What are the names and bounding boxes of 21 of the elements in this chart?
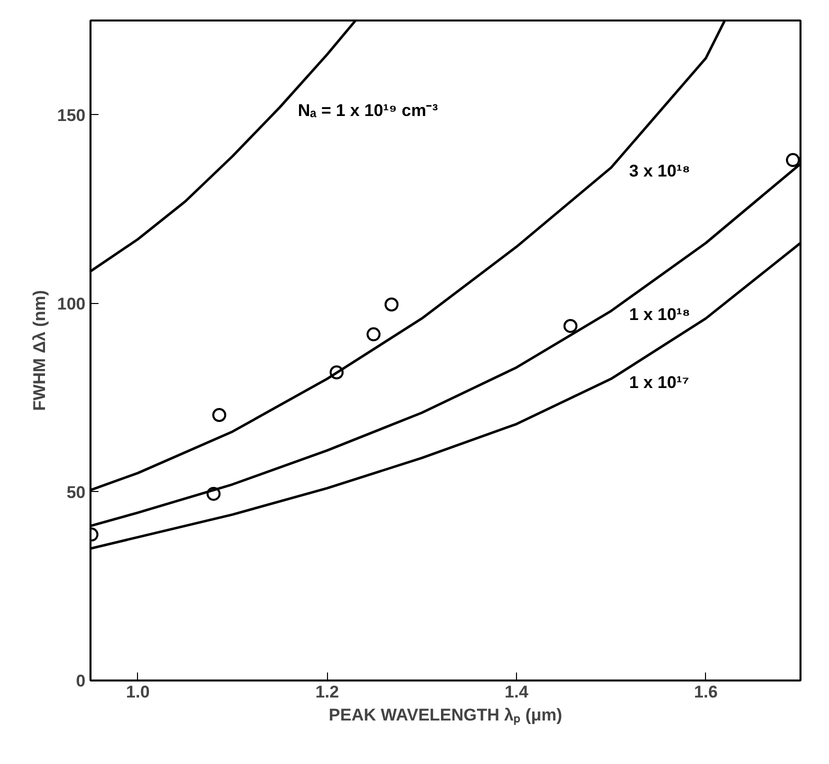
y-tick-label: 50 (66, 482, 86, 502)
point (563, 319, 578, 333)
x-tick-label: 1.6 (694, 682, 718, 702)
point (384, 298, 399, 312)
y-tick-label: 150 (57, 106, 86, 125)
point (206, 486, 221, 501)
series-label: 1 x 10¹⁸ (629, 304, 690, 324)
y-tick-label: 0 (76, 672, 86, 690)
point (786, 153, 800, 168)
series-label: Nₐ = 1 x 10¹⁹ cm⁻³ (298, 101, 438, 120)
point (330, 365, 344, 380)
series-label: 3 x 10¹⁸ (629, 162, 690, 181)
x-tick-label: 1.0 (126, 682, 150, 702)
x-tick-label: 1.4 (504, 682, 529, 702)
point (366, 327, 381, 342)
series-label: 1 x 10¹⁷ (629, 372, 690, 392)
x-axis-title: PEAK WAVELENGTH λₚ (μm) (328, 706, 562, 726)
y-axis-title: FWHM Δλ (nm) (30, 290, 50, 411)
x-tick-label: 1.2 (315, 682, 339, 702)
point (212, 408, 226, 422)
y-tick-label: 100 (57, 294, 86, 314)
